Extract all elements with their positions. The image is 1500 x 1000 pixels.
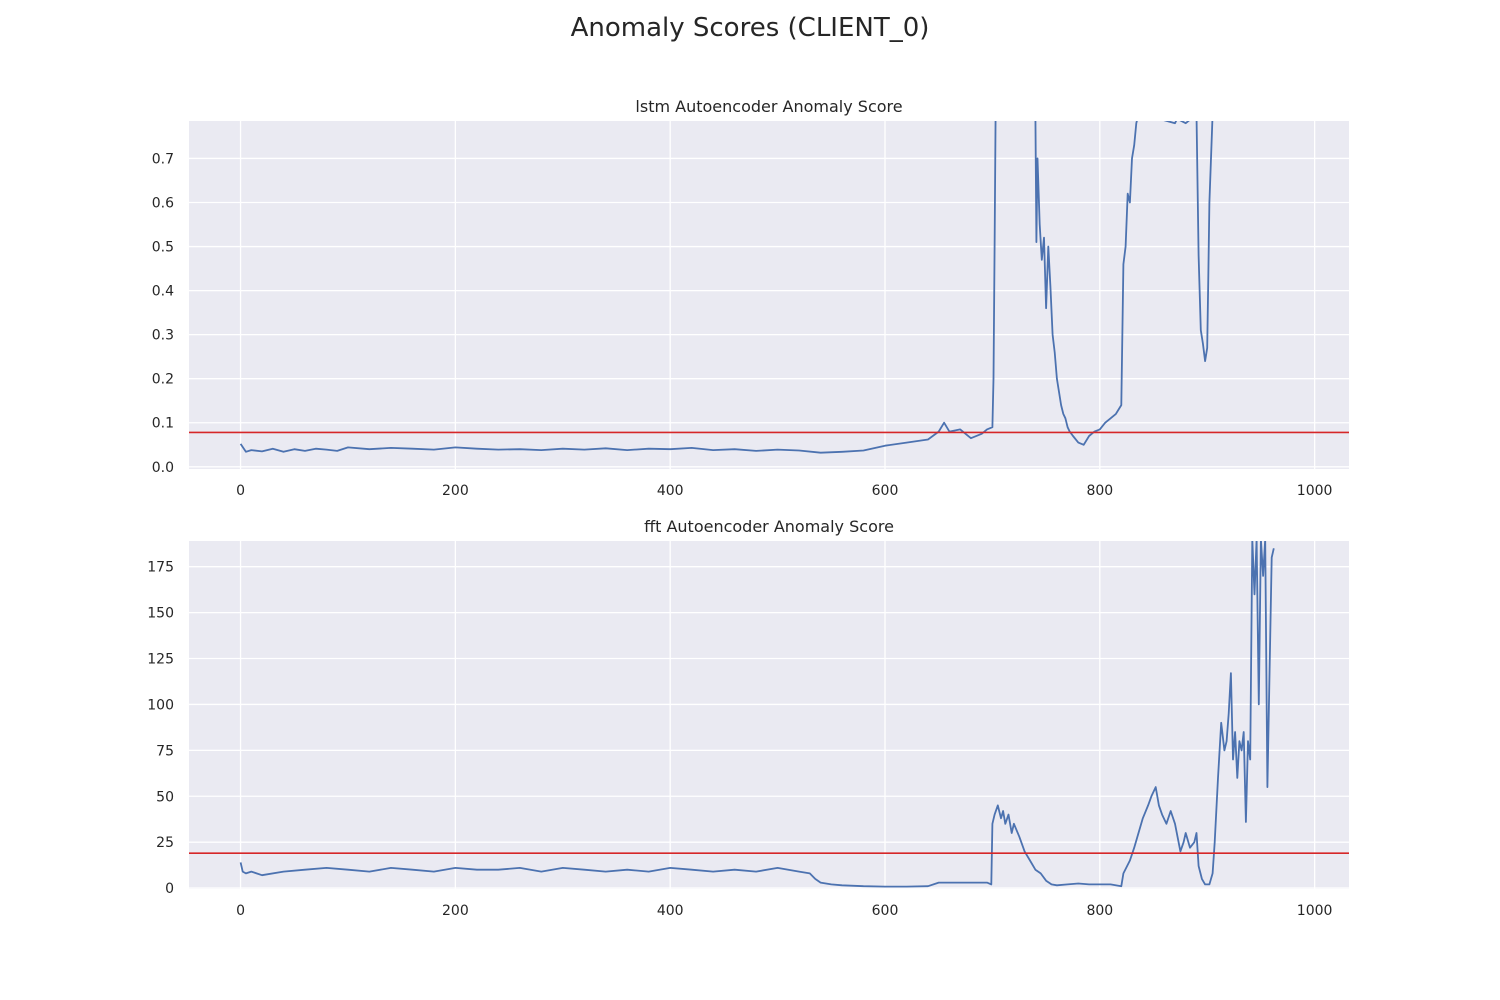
lstm-x-tick-label: 200 — [442, 483, 469, 499]
fft-y-tick-label: 75 — [156, 743, 174, 759]
fft-x-tick-label: 0 — [236, 903, 245, 919]
figure-title: Anomaly Scores (CLIENT_0) — [570, 13, 930, 43]
lstm-x-tick-label: 0 — [236, 483, 245, 499]
fft-y-tick-label: 175 — [147, 560, 174, 576]
lstm-score-line — [239, 121, 1214, 454]
fft-panel-title: fft Autoencoder Anomaly Score — [644, 517, 894, 536]
fft-plot-area — [189, 541, 1349, 889]
fft-x-tick-label: 200 — [442, 903, 469, 919]
lstm-y-tick-label: 0.7 — [152, 151, 174, 167]
lstm-x-tick-label: 600 — [872, 483, 899, 499]
fft-y-tick-label: 50 — [156, 789, 174, 805]
fft-x-tick-label: 800 — [1086, 903, 1113, 919]
lstm-plot-area — [189, 121, 1349, 469]
fft-score-line — [239, 541, 1275, 888]
fft-y-tick-label: 150 — [147, 606, 174, 622]
fft-x-tick-label: 400 — [657, 903, 684, 919]
lstm-y-tick-label: 0.3 — [152, 328, 174, 344]
lstm-y-tick-label: 0.1 — [152, 416, 174, 432]
fft-x-tick-label: 600 — [872, 903, 899, 919]
lstm-y-tick-label: 0.0 — [152, 460, 174, 476]
lstm-x-tick-label: 800 — [1086, 483, 1113, 499]
lstm-panel-title: lstm Autoencoder Anomaly Score — [635, 97, 902, 116]
fft-y-tick-label: 125 — [147, 652, 174, 668]
fft-score-panel: 0 200 400 600 800 1000 0 25 50 75 100 125 150 175 fft … — [147, 517, 1349, 919]
fft-y-tick-label: 0 — [165, 881, 174, 897]
fft-y-tick-label: 100 — [147, 697, 174, 713]
lstm-x-tick-label: 400 — [657, 483, 684, 499]
lstm-y-tick-label: 0.6 — [152, 195, 174, 211]
lstm-score-panel: 0 200 400 600 800 1000 0.0 0.1 0.2 0.3 0.4 0.5 0.6 0.… — [152, 97, 1349, 499]
lstm-x-tick-label: 1000 — [1297, 483, 1333, 499]
lstm-y-tick-label: 0.2 — [152, 372, 174, 388]
fft-x-tick-label: 1000 — [1297, 903, 1333, 919]
lstm-y-tick-label: 0.5 — [152, 240, 174, 256]
lstm-y-tick-label: 0.4 — [152, 284, 174, 300]
fft-y-tick-label: 25 — [156, 835, 174, 851]
